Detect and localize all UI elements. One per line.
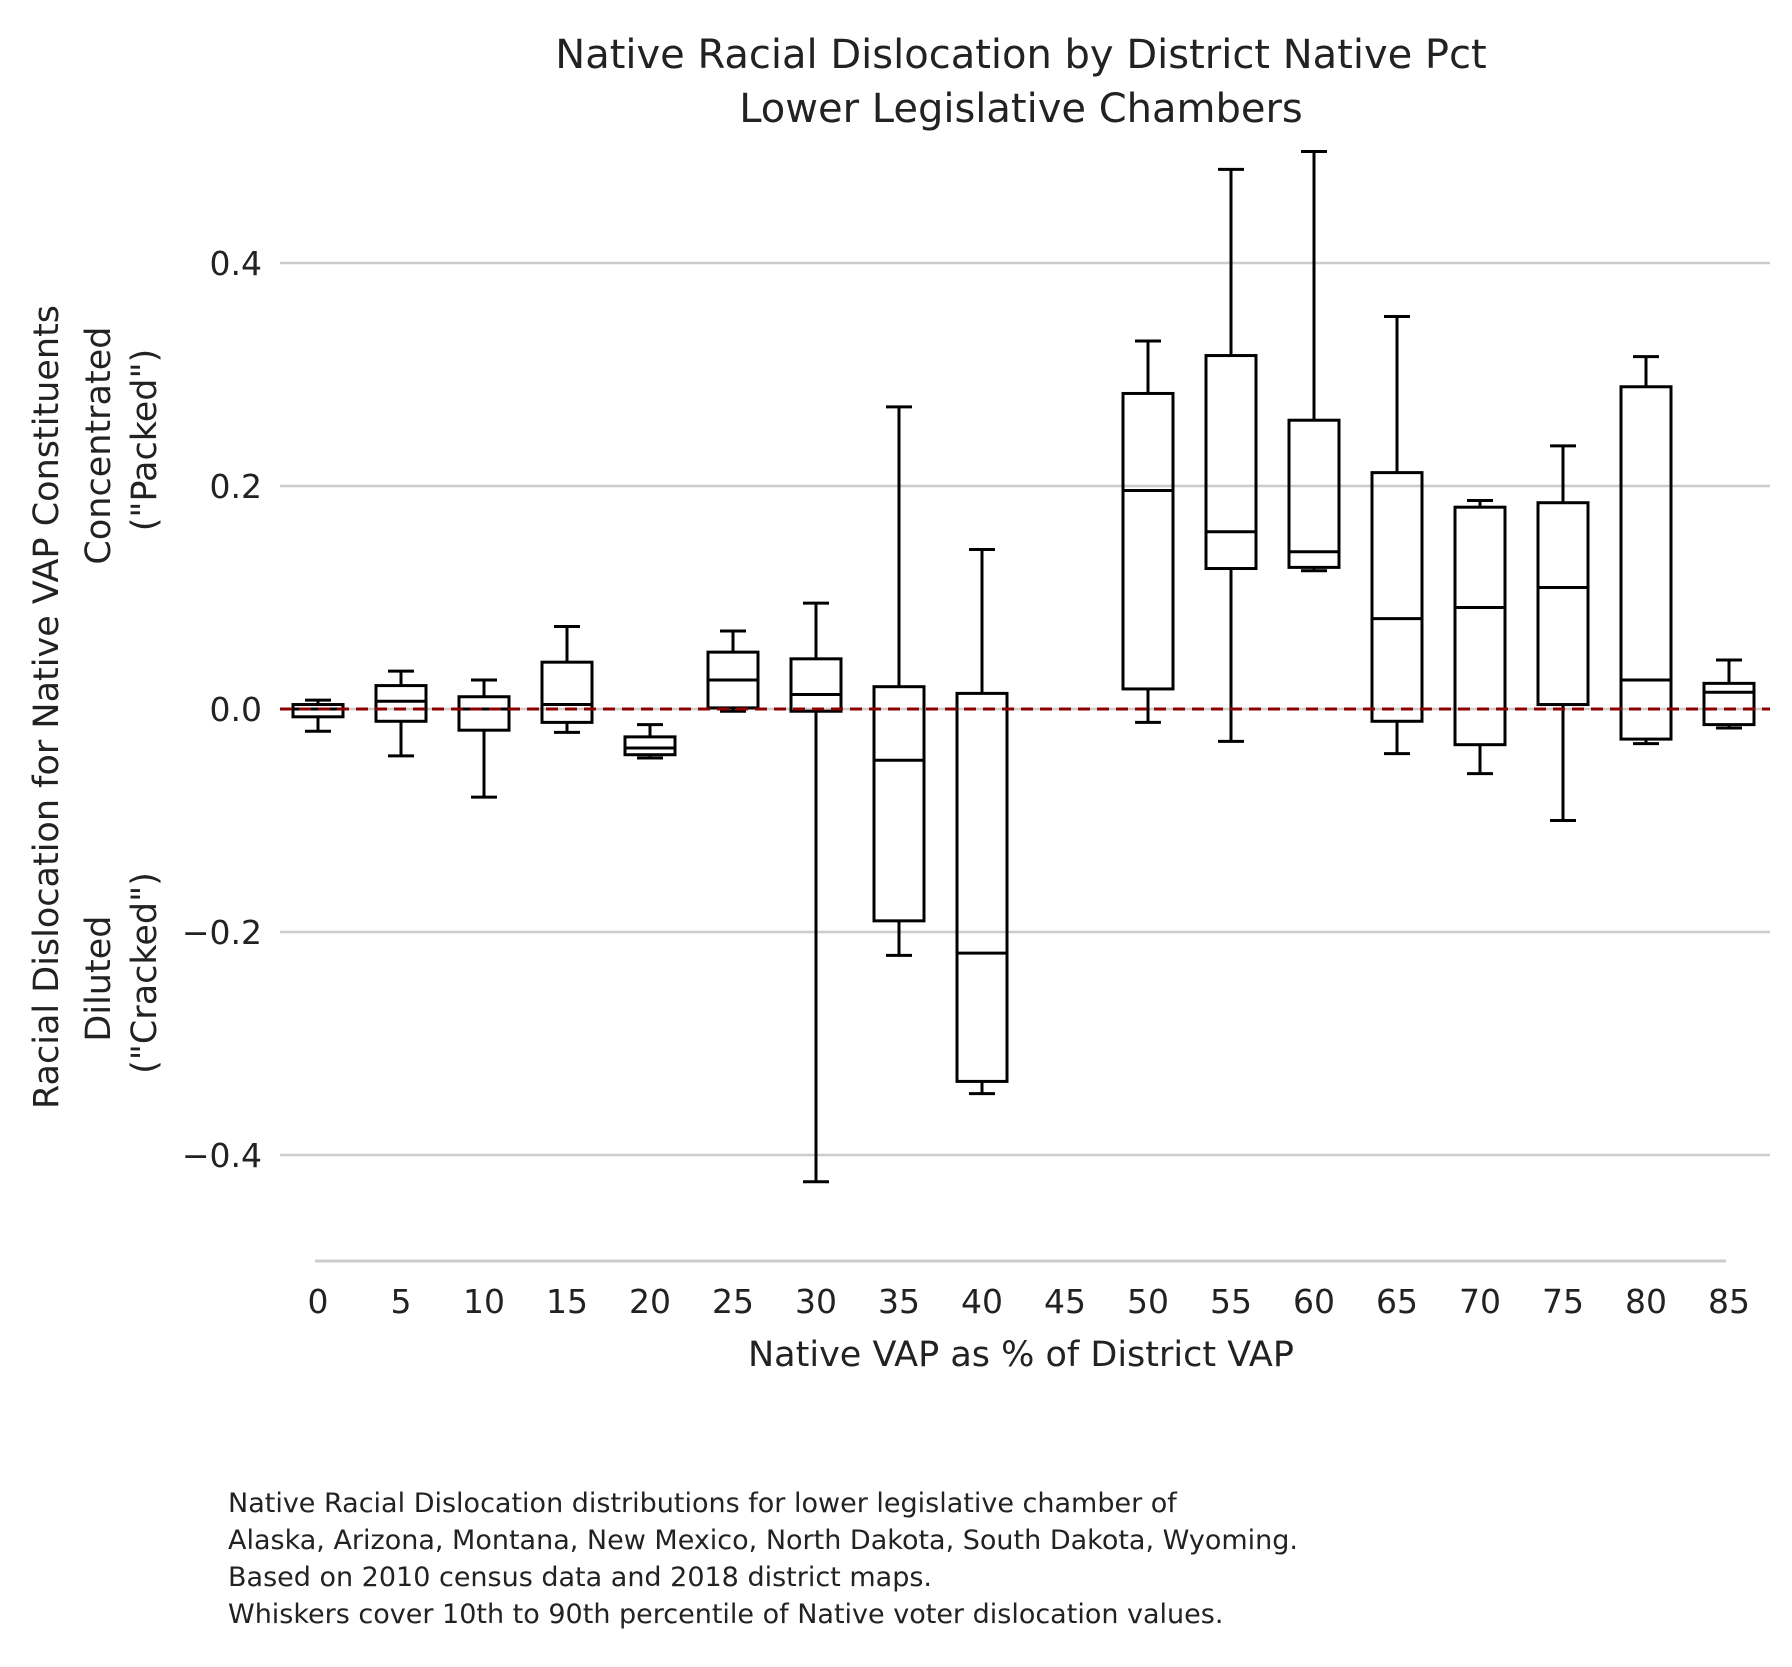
box-0 <box>291 698 345 733</box>
boxes <box>291 150 1756 1184</box>
x-tick-label: 20 <box>629 1282 671 1321</box>
box-70 <box>1453 498 1507 776</box>
y-axis-label-cracked: Diluted ("Cracked") <box>79 872 165 1074</box>
y-tick-label: −0.2 <box>182 913 262 952</box>
x-tick-label: 35 <box>878 1282 920 1321</box>
x-tick-label: 0 <box>308 1282 329 1321</box>
footnote-line-4: Whiskers cover 10th to 90th percentile o… <box>228 1599 1224 1630</box>
x-tick-label: 45 <box>1044 1282 1086 1321</box>
footnote-line-1: Native Racial Dislocation distributions … <box>228 1488 1177 1519</box>
x-tick-label: 15 <box>546 1282 588 1321</box>
box-35 <box>872 405 926 957</box>
x-tick-label: 25 <box>712 1282 754 1321</box>
x-tick-label: 10 <box>463 1282 505 1321</box>
packed-line-2: ("Packed") <box>125 349 165 532</box>
y-tick-label: 0.0 <box>210 690 262 729</box>
iqr-box <box>623 735 677 757</box>
box-75 <box>1536 444 1590 822</box>
iqr-box <box>1204 354 1258 571</box>
x-tick-label: 40 <box>961 1282 1003 1321</box>
chart-title-line-1: Native Racial Dislocation by District Na… <box>555 32 1486 78</box>
box-20 <box>623 723 677 760</box>
box-30 <box>789 601 843 1184</box>
x-tick-label: 60 <box>1293 1282 1335 1321</box>
iqr-box <box>1702 681 1756 727</box>
iqr-box <box>291 703 345 719</box>
chart-title: Native Racial Dislocation by District Na… <box>555 32 1486 132</box>
y-axis-label-main: Racial Dislocation for Native VAP Consti… <box>27 305 67 1109</box>
box-60 <box>1287 150 1341 573</box>
x-tick-label: 30 <box>795 1282 837 1321</box>
x-tick-label: 50 <box>1127 1282 1169 1321</box>
iqr-box <box>1370 471 1424 723</box>
box-55 <box>1204 167 1258 743</box>
box-50 <box>1121 339 1175 724</box>
x-tick-label: 80 <box>1625 1282 1667 1321</box>
x-tick-label: 85 <box>1708 1282 1750 1321</box>
iqr-box <box>1121 391 1175 691</box>
box-15 <box>540 624 594 734</box>
iqr-box <box>374 684 428 723</box>
box-85 <box>1702 658 1756 730</box>
iqr-box <box>789 657 843 713</box>
x-tick-label: 5 <box>391 1282 412 1321</box>
iqr-box <box>1287 418 1341 569</box>
y-axis-label: Racial Dislocation for Native VAP Consti… <box>27 305 165 1109</box>
iqr-box <box>457 695 511 732</box>
x-tick-label: 55 <box>1210 1282 1252 1321</box>
iqr-box <box>1536 501 1590 707</box>
box-65 <box>1370 315 1424 756</box>
x-tick-label: 75 <box>1542 1282 1584 1321</box>
iqr-box <box>1453 505 1507 747</box>
iqr-box <box>540 660 594 724</box>
y-tick-label: −0.4 <box>182 1136 262 1175</box>
y-tick-label: 0.4 <box>210 244 262 283</box>
footnote: Native Racial Dislocation distributions … <box>228 1485 1298 1633</box>
x-tick-labels: 0 5 10 15 20 25 30 35 40 45 50 55 60 65 70 75 80 85 <box>308 1282 1751 1321</box>
cracked-line-1: Diluted <box>79 916 119 1042</box>
packed-line-1: Concentrated <box>79 327 119 565</box>
box-40 <box>955 548 1009 1096</box>
iqr-box <box>872 685 926 923</box>
box-10 <box>457 678 511 799</box>
footnote-line-2: Alaska, Arizona, Montana, New Mexico, No… <box>228 1525 1298 1556</box>
x-axis-label: Native VAP as % of District VAP <box>748 1335 1294 1375</box>
chart-title-line-2: Lower Legislative Chambers <box>739 86 1303 132</box>
iqr-box <box>1619 385 1673 741</box>
iqr-box <box>955 691 1009 1083</box>
x-tick-label: 70 <box>1459 1282 1501 1321</box>
cracked-line-2: ("Cracked") <box>125 872 165 1074</box>
y-tick-labels: 0.4 0.2 0.0 −0.2 −0.4 <box>182 244 262 1175</box>
box-5 <box>374 669 428 758</box>
box-25 <box>706 629 760 713</box>
x-tick-label: 65 <box>1376 1282 1418 1321</box>
footnote-line-3: Based on 2010 census data and 2018 distr… <box>228 1562 932 1593</box>
y-tick-label: 0.2 <box>210 467 262 506</box>
box-80 <box>1619 355 1673 746</box>
y-axis-label-packed: Concentrated ("Packed") <box>79 315 165 564</box>
